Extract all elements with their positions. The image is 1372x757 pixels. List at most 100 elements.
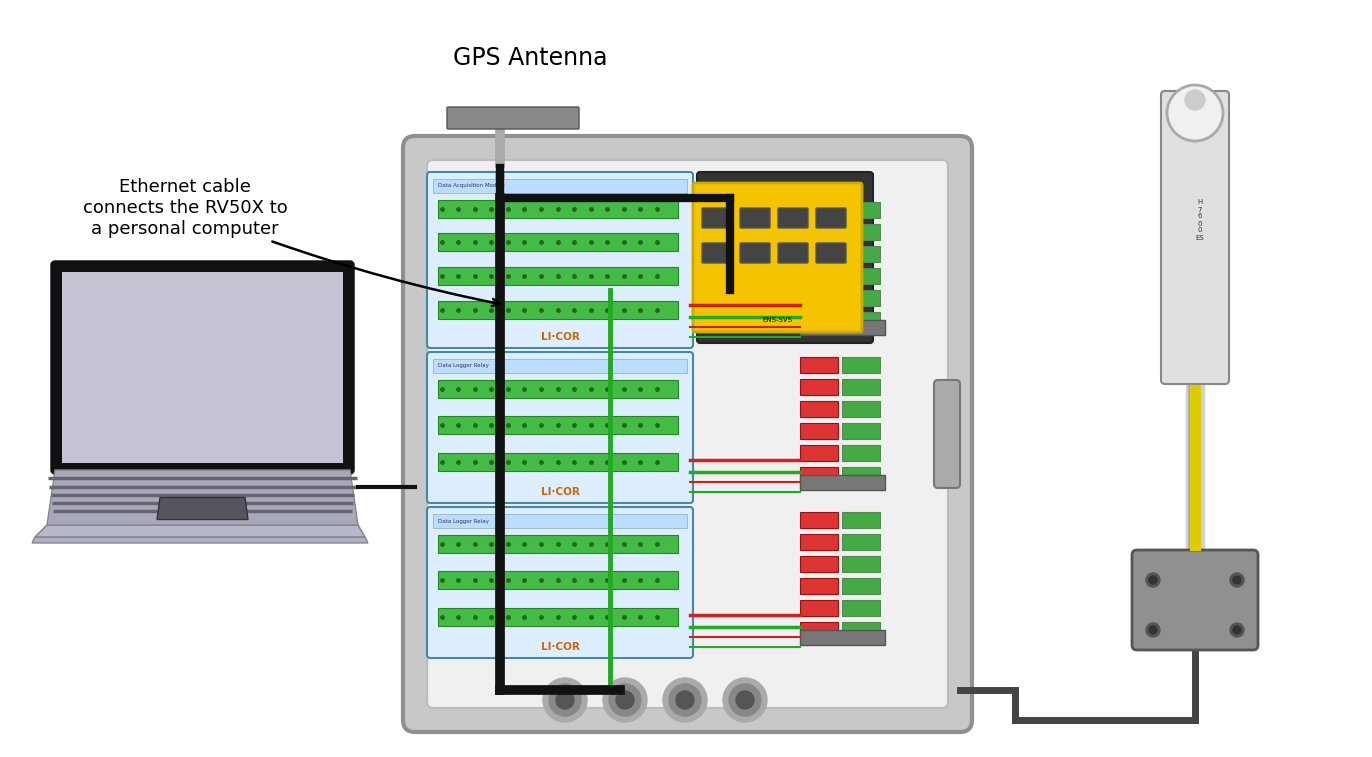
Bar (800, 556, 838, 572)
Circle shape (1146, 573, 1159, 587)
Bar (800, 246, 838, 262)
Bar (842, 202, 879, 218)
Circle shape (735, 691, 755, 709)
Bar (842, 268, 879, 284)
Bar (800, 578, 838, 594)
Bar (842, 512, 879, 528)
Bar (438, 200, 678, 218)
Circle shape (604, 678, 648, 722)
Circle shape (543, 678, 587, 722)
Text: ENS-SVS: ENS-SVS (761, 317, 792, 323)
Bar (842, 290, 879, 306)
Bar (62, 272, 343, 463)
Bar (800, 224, 838, 240)
Bar (800, 475, 885, 490)
Bar (800, 467, 838, 483)
Bar (842, 556, 879, 572)
FancyBboxPatch shape (702, 208, 733, 228)
FancyBboxPatch shape (427, 352, 693, 503)
Circle shape (676, 691, 694, 709)
Circle shape (616, 691, 634, 709)
Bar (842, 622, 879, 638)
FancyBboxPatch shape (427, 507, 693, 658)
Bar (842, 423, 879, 439)
Bar (842, 224, 879, 240)
Text: GPS Antenna: GPS Antenna (453, 46, 608, 70)
FancyBboxPatch shape (740, 243, 770, 263)
Circle shape (729, 684, 761, 716)
Bar (800, 320, 885, 335)
Bar (842, 357, 879, 373)
Bar (800, 312, 838, 328)
FancyBboxPatch shape (740, 208, 770, 228)
FancyBboxPatch shape (52, 262, 353, 473)
Bar (434, 179, 687, 193)
Bar (800, 423, 838, 439)
FancyBboxPatch shape (1132, 550, 1258, 650)
Text: Data Logger Relay: Data Logger Relay (438, 519, 488, 524)
Bar (438, 267, 678, 285)
Circle shape (723, 678, 767, 722)
Bar (842, 246, 879, 262)
FancyBboxPatch shape (816, 243, 847, 263)
Bar (800, 401, 838, 417)
Circle shape (609, 684, 641, 716)
Bar (438, 416, 678, 434)
Bar (434, 359, 687, 373)
FancyBboxPatch shape (778, 208, 808, 228)
Circle shape (1233, 626, 1242, 634)
Bar (438, 535, 678, 553)
Circle shape (1233, 576, 1242, 584)
Text: LI·COR: LI·COR (541, 642, 579, 652)
Bar (842, 445, 879, 461)
FancyBboxPatch shape (697, 172, 873, 343)
Polygon shape (156, 497, 248, 519)
Polygon shape (36, 525, 365, 537)
Bar (800, 290, 838, 306)
Bar (438, 608, 678, 626)
FancyBboxPatch shape (702, 243, 733, 263)
Bar (842, 312, 879, 328)
Bar (800, 512, 838, 528)
Bar (842, 401, 879, 417)
Circle shape (1146, 623, 1159, 637)
Bar (800, 630, 885, 645)
Bar (800, 202, 838, 218)
Bar (842, 467, 879, 483)
FancyBboxPatch shape (934, 380, 960, 488)
Bar (842, 600, 879, 616)
Bar (434, 514, 687, 528)
FancyBboxPatch shape (427, 172, 693, 348)
Bar (800, 445, 838, 461)
Polygon shape (32, 537, 368, 543)
Polygon shape (47, 470, 358, 525)
Bar (800, 534, 838, 550)
Bar (438, 233, 678, 251)
Text: LI·COR: LI·COR (541, 332, 579, 342)
FancyBboxPatch shape (816, 208, 847, 228)
Bar (842, 379, 879, 395)
Text: Ethernet cable
connects the RV50X to
a personal computer: Ethernet cable connects the RV50X to a p… (82, 178, 499, 306)
FancyBboxPatch shape (447, 107, 579, 129)
Circle shape (1168, 85, 1222, 141)
Bar (438, 453, 678, 471)
Bar (800, 357, 838, 373)
Bar (800, 622, 838, 638)
FancyBboxPatch shape (427, 160, 948, 708)
Bar (842, 578, 879, 594)
Bar (438, 571, 678, 589)
Circle shape (663, 678, 707, 722)
FancyBboxPatch shape (778, 243, 808, 263)
Text: Data Acquisition Module: Data Acquisition Module (438, 183, 505, 188)
Text: H
7
6
0
0
ES: H 7 6 0 0 ES (1195, 200, 1205, 241)
Bar (800, 379, 838, 395)
Bar (438, 380, 678, 398)
Bar (438, 301, 678, 319)
Bar (842, 534, 879, 550)
Circle shape (549, 684, 580, 716)
Circle shape (556, 691, 573, 709)
Circle shape (1231, 573, 1244, 587)
Circle shape (1148, 576, 1157, 584)
FancyBboxPatch shape (1161, 91, 1229, 384)
FancyBboxPatch shape (693, 183, 862, 332)
